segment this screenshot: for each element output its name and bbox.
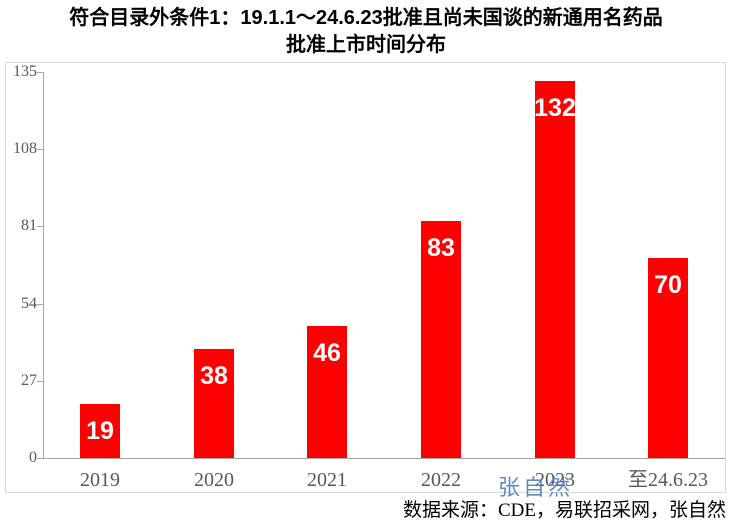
y-axis-tick-label: 27 <box>21 372 37 389</box>
chart-title-line1: 符合目录外条件1：19.1.1～24.6.23批准且尚未国谈的新通用名药品 <box>69 7 663 29</box>
bar <box>535 81 575 458</box>
bar-value-label: 38 <box>200 362 228 390</box>
x-axis-tick-label: 2023 <box>535 469 575 491</box>
x-axis-tick-label: 2019 <box>80 469 120 491</box>
bar-value-label: 132 <box>534 94 576 122</box>
bar <box>80 404 120 458</box>
chart-title-line2: 批准上市时间分布 <box>286 34 446 56</box>
bar <box>648 258 688 458</box>
bar <box>421 221 461 458</box>
bar-value-label: 19 <box>86 417 114 445</box>
bar-value-label: 70 <box>654 271 682 299</box>
y-axis-tick-label: 81 <box>21 217 37 234</box>
y-axis-tick-label: 54 <box>21 295 37 312</box>
y-axis-tick-label: 0 <box>29 449 37 466</box>
x-axis-tick-label: 2020 <box>194 469 234 491</box>
x-axis-tick-label: 2021 <box>307 469 347 491</box>
bar <box>194 349 234 458</box>
y-axis-tick <box>37 304 43 305</box>
x-axis-line <box>43 458 725 459</box>
x-axis-tick-label: 至24.6.23 <box>628 469 708 491</box>
bar <box>307 326 347 458</box>
watermark: 张自然 <box>498 475 574 500</box>
y-axis-tick <box>37 458 43 459</box>
y-axis-line <box>43 72 44 459</box>
y-axis-tick-label: 108 <box>13 140 37 157</box>
y-axis-tick <box>37 149 43 150</box>
bar-value-label: 46 <box>313 339 341 367</box>
source-note: 数据来源：CDE，易联招采网，张自然 <box>402 500 726 521</box>
bar-value-label: 83 <box>427 234 455 262</box>
x-axis-tick-label: 2022 <box>421 469 461 491</box>
chart-title: 符合目录外条件1：19.1.1～24.6.23批准且尚未国谈的新通用名药品 批准… <box>0 5 732 59</box>
y-axis-tick <box>37 226 43 227</box>
y-axis-tick <box>37 72 43 73</box>
y-axis-tick <box>37 381 43 382</box>
plot-area: 0 27 54 81 108 135 19 2019 38 2020 46 2021 83 2022 132… <box>5 62 726 493</box>
y-axis-tick-label: 135 <box>13 63 37 80</box>
